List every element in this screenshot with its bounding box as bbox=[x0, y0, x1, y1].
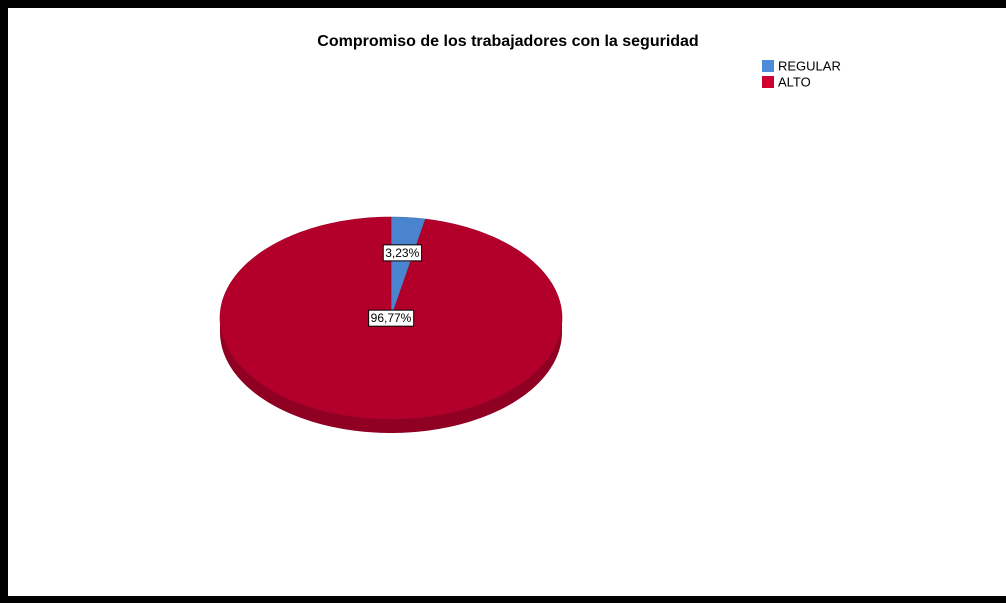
legend-label: ALTO bbox=[778, 74, 811, 89]
data-label-box bbox=[382, 244, 423, 262]
legend-label: REGULAR bbox=[778, 58, 841, 73]
data-label: 96,77% bbox=[368, 309, 415, 327]
data-label-text: 3,23% bbox=[385, 246, 419, 260]
legend-swatch bbox=[762, 76, 774, 88]
data-label-text: 96,77% bbox=[371, 311, 412, 325]
chart-title: Compromiso de los trabajadores con la se… bbox=[317, 33, 698, 50]
data-label-box bbox=[368, 309, 415, 327]
data-label: 3,23% bbox=[382, 244, 423, 262]
legend-swatch bbox=[762, 60, 774, 72]
